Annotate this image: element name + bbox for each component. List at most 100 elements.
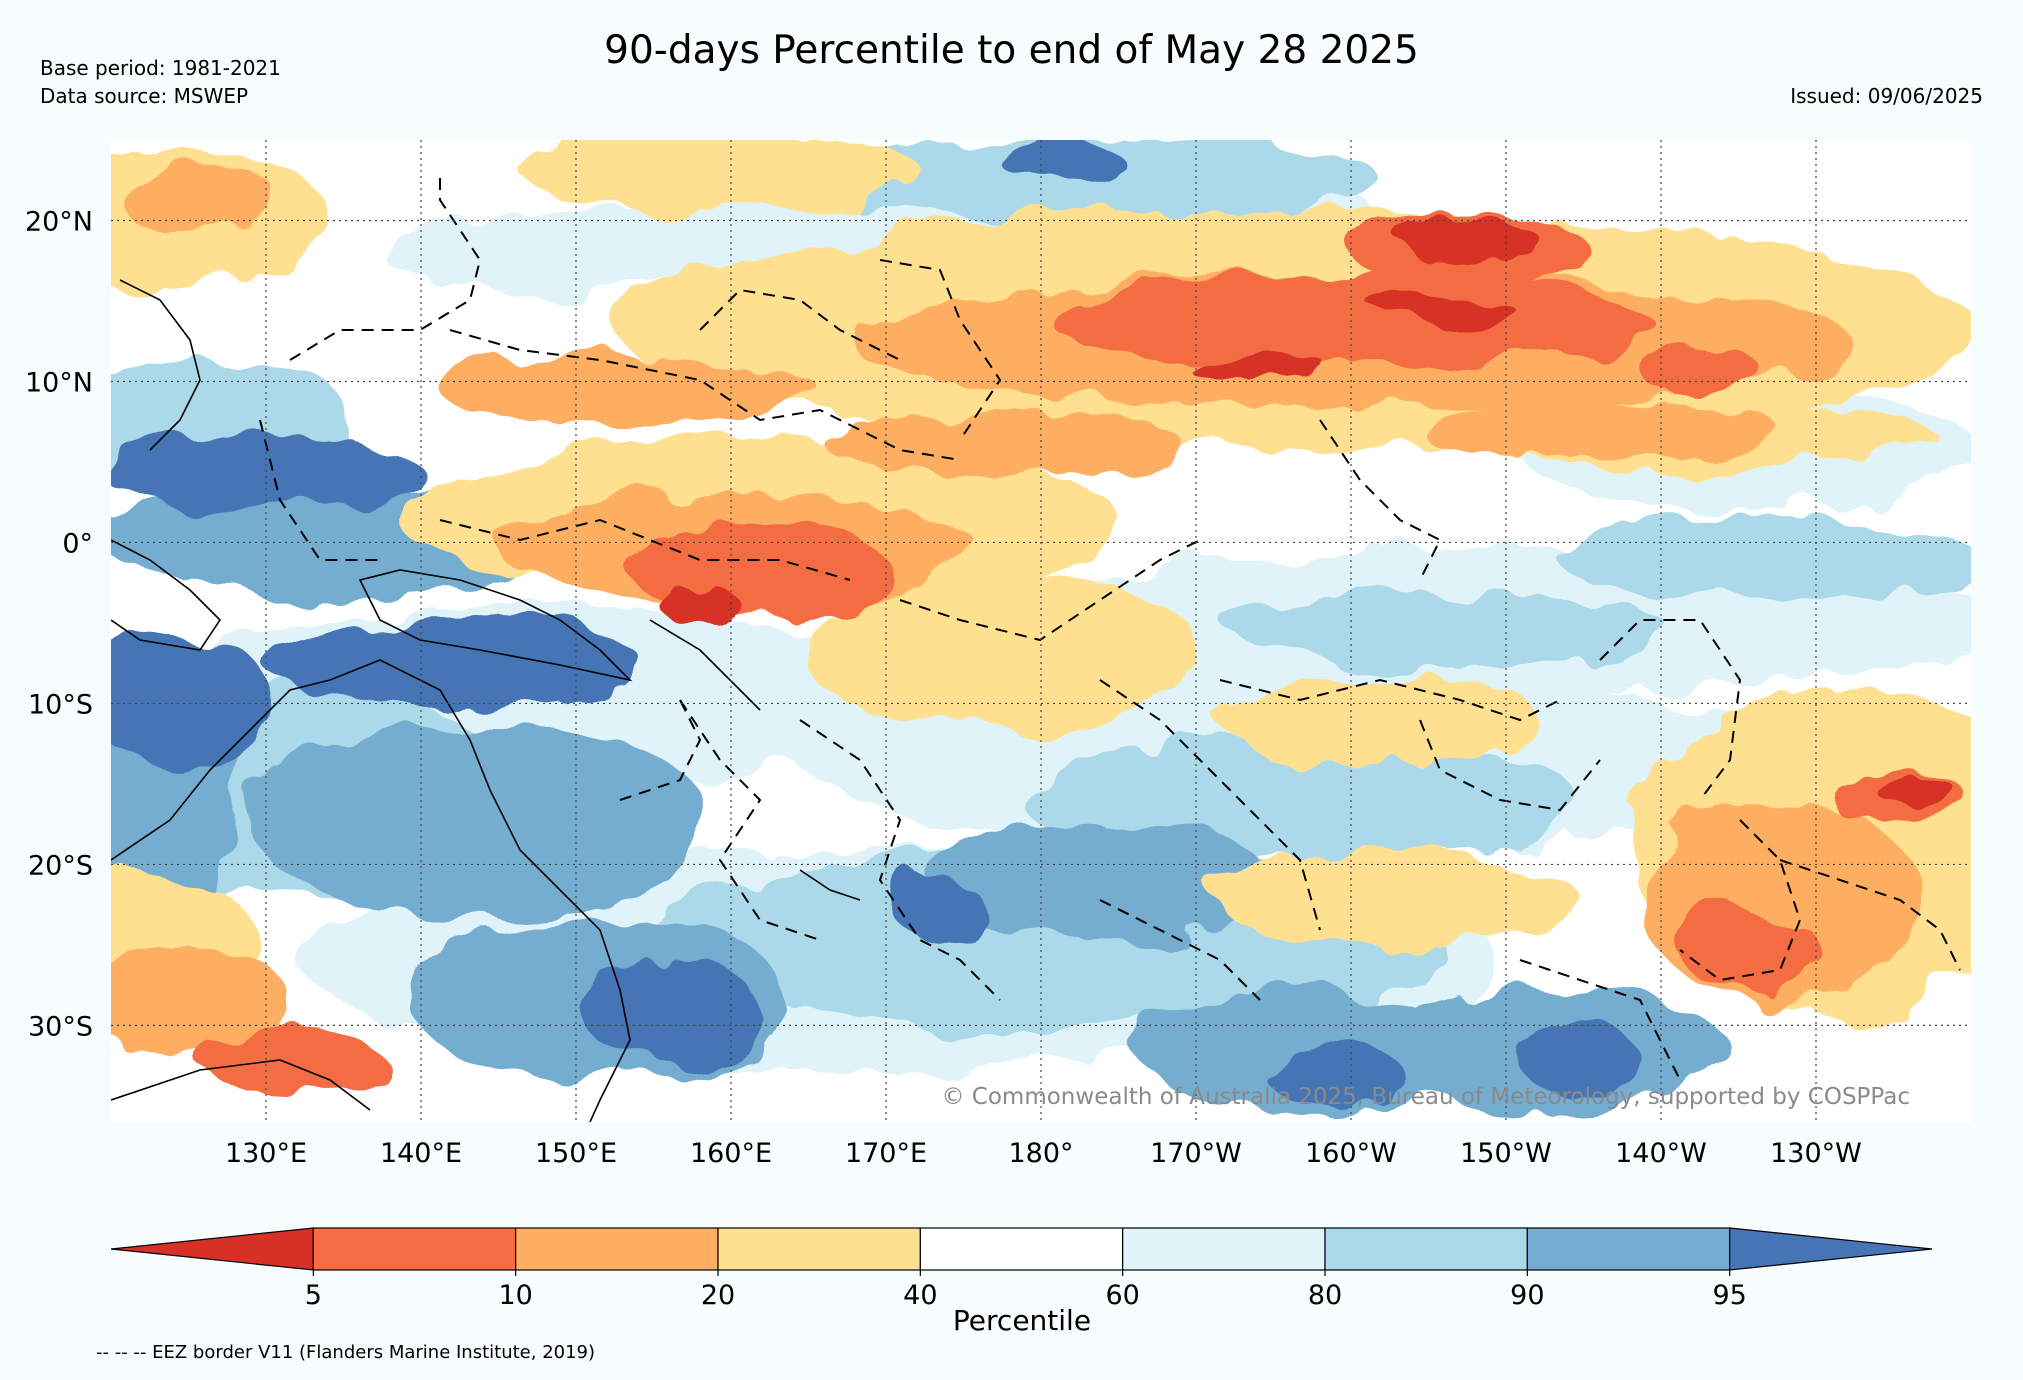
colorbar-tick-labels: 5 10 20 40 60 80 90 95 xyxy=(305,1270,1747,1311)
field-region xyxy=(1230,590,1670,670)
field-region xyxy=(930,820,1270,940)
colorbar-bin xyxy=(1324,1227,1528,1271)
field-region xyxy=(1400,220,1540,260)
field-region xyxy=(820,410,1180,470)
eez-line xyxy=(1099,899,1261,1001)
field-region xyxy=(1190,356,1330,384)
copyright-notice: © Commonwealth of Australia 2025, Bureau… xyxy=(941,1084,1910,1110)
field-region xyxy=(440,355,820,425)
colorbar-tick-label: 90 xyxy=(1510,1280,1544,1311)
colorbar-bin xyxy=(312,1227,517,1271)
eez-line xyxy=(259,419,380,561)
field-region xyxy=(1050,270,1650,370)
field-region xyxy=(1220,850,1580,950)
field-region xyxy=(111,630,270,770)
eez-line xyxy=(799,719,1001,1001)
eez-line xyxy=(1219,678,1561,722)
lon-tick-label: 180° xyxy=(1008,1138,1073,1169)
eez-line xyxy=(899,539,1201,642)
issued-date-text: Issued: 09/06/2025 xyxy=(1790,84,1983,108)
philippines-coast xyxy=(119,279,201,451)
eez-line xyxy=(699,288,901,361)
eez-footnote: -- -- -- EEZ border V11 (Flanders Marine… xyxy=(96,1342,596,1363)
field-region xyxy=(200,1025,380,1095)
lon-tick-label: 130°E xyxy=(225,1138,307,1169)
lon-tick-label: 130°W xyxy=(1770,1138,1862,1169)
field-region xyxy=(120,165,280,235)
field-region xyxy=(111,945,290,1055)
colorbar-title: Percentile xyxy=(953,1304,1091,1337)
lat-tick-label: 0° xyxy=(62,528,93,559)
field-region xyxy=(1520,1025,1640,1095)
colorbar-tick-label: 10 xyxy=(498,1280,532,1311)
field-region xyxy=(895,880,985,940)
field-region xyxy=(250,720,710,920)
field-region xyxy=(111,430,420,510)
latitude-labels: 20°N 10°N 0° 10°S 20°S 30°S xyxy=(25,206,93,1042)
data-source-text: Data source: MSWEP xyxy=(40,84,249,108)
colorbar-bin xyxy=(110,1227,314,1271)
new-caledonia-coast xyxy=(799,869,861,901)
colorbar-tick-label: 40 xyxy=(903,1280,937,1311)
field-region xyxy=(1680,910,1820,990)
map-area: © Commonwealth of Australia 2025, Bureau… xyxy=(111,140,1971,1122)
field-region xyxy=(1220,675,1540,765)
colorbar-bin xyxy=(515,1227,719,1271)
field-region xyxy=(1420,400,1780,460)
field-region xyxy=(820,140,1380,230)
lon-tick-label: 140°W xyxy=(1615,1138,1707,1169)
lat-tick-label: 10°S xyxy=(28,689,93,720)
field-region xyxy=(580,960,760,1060)
eez-line xyxy=(619,699,702,801)
lon-tick-label: 170°E xyxy=(845,1138,927,1169)
colorbar-bin xyxy=(717,1227,921,1271)
colorbar-bin xyxy=(1526,1227,1731,1271)
colorbar-tick-label: 80 xyxy=(1308,1280,1342,1311)
eez-line xyxy=(449,329,961,461)
colorbar-bin xyxy=(1729,1227,1933,1271)
lon-tick-label: 160°E xyxy=(690,1138,772,1169)
lon-tick-label: 150°E xyxy=(535,1138,617,1169)
south-coast xyxy=(111,1059,371,1111)
eez-line xyxy=(1679,819,1802,982)
eez-line xyxy=(879,259,1002,441)
colorbar xyxy=(110,1227,1933,1271)
eez-line xyxy=(289,170,482,361)
field-region xyxy=(660,585,740,625)
solomon-islands-coast xyxy=(649,619,761,711)
field-region xyxy=(260,620,640,700)
lon-tick-label: 170°W xyxy=(1150,1138,1242,1169)
eez-line xyxy=(1419,719,1601,812)
lat-tick-label: 20°N xyxy=(25,206,93,237)
field-region xyxy=(380,205,740,295)
lat-tick-label: 30°S xyxy=(28,1011,93,1042)
eez-line xyxy=(1099,679,1321,931)
field-region xyxy=(1880,781,1960,809)
lon-tick-label: 140°E xyxy=(380,1138,462,1169)
lat-tick-label: 10°N xyxy=(25,367,93,398)
lon-tick-label: 160°W xyxy=(1305,1138,1397,1169)
colorbar-tick-label: 95 xyxy=(1712,1280,1746,1311)
field-region xyxy=(520,140,920,210)
field-region xyxy=(1260,1040,1400,1100)
colorbar-tick-label: 60 xyxy=(1105,1280,1139,1311)
field-region xyxy=(1370,289,1510,321)
indonesia-coast xyxy=(111,539,222,651)
eez-line xyxy=(1519,959,1681,1081)
colorbar-bin xyxy=(1122,1227,1326,1271)
gridlines xyxy=(111,140,1971,1122)
percentile-field xyxy=(111,140,1971,1110)
field-region xyxy=(1000,140,1120,185)
chart-title: 90-days Percentile to end of May 28 2025 xyxy=(604,28,1419,73)
colorbar-tick-label: 5 xyxy=(305,1280,322,1311)
lon-tick-label: 150°W xyxy=(1460,1138,1552,1169)
lat-tick-label: 20°S xyxy=(28,850,93,881)
field-region xyxy=(800,570,1200,730)
field-region xyxy=(1640,345,1760,395)
colorbar-bin xyxy=(919,1227,1124,1271)
eez-line xyxy=(679,699,821,941)
coastlines xyxy=(111,279,861,1122)
eez-line xyxy=(1599,619,1742,801)
eez-line xyxy=(1779,859,1961,971)
